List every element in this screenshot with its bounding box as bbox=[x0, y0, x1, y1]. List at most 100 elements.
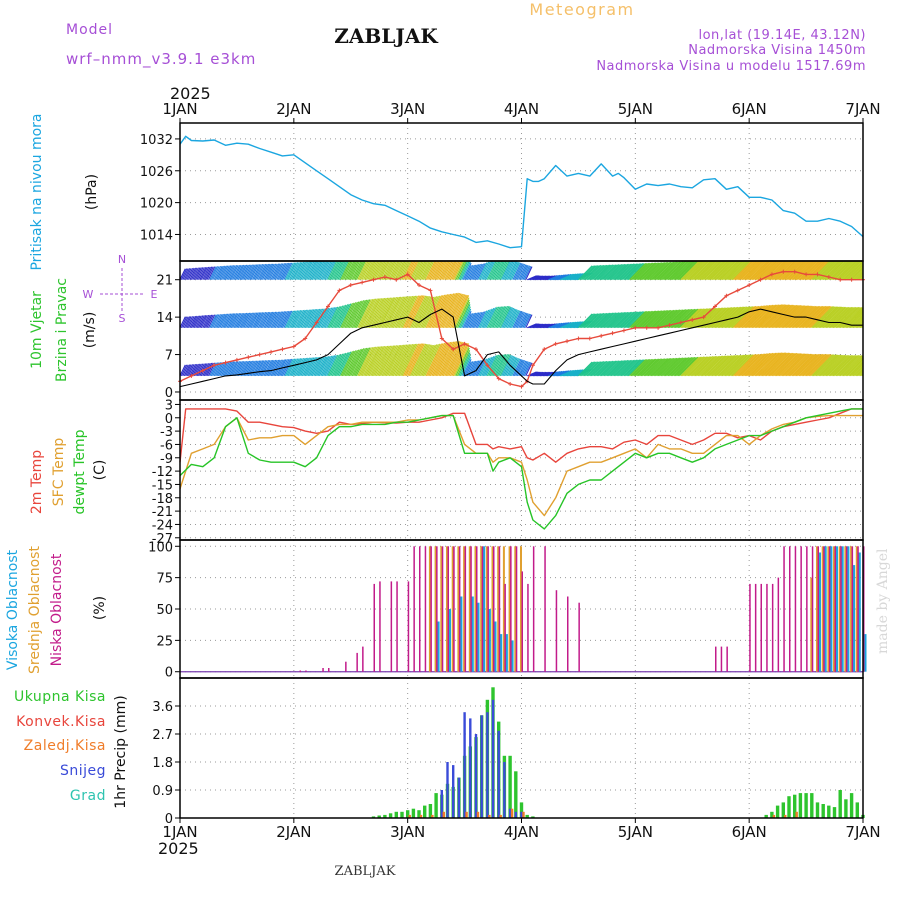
wind-barb bbox=[713, 307, 734, 329]
wind-barb bbox=[239, 312, 248, 329]
wind-barb bbox=[336, 352, 349, 377]
wind-barb bbox=[346, 301, 360, 329]
wind-barb bbox=[679, 261, 699, 281]
total-precip-bar bbox=[781, 802, 785, 818]
wind-barb bbox=[637, 262, 656, 281]
wind-barb bbox=[279, 310, 288, 329]
snow-bar bbox=[503, 762, 506, 818]
wind-barb bbox=[613, 311, 630, 329]
wind-barb bbox=[269, 359, 278, 377]
wind-barb bbox=[449, 261, 460, 280]
wind-barb bbox=[626, 263, 644, 281]
wind-barb bbox=[578, 265, 593, 281]
wind-barb bbox=[501, 306, 512, 329]
wind-barb bbox=[259, 311, 268, 329]
wind-barb bbox=[817, 306, 839, 329]
high-cloud-bar bbox=[835, 546, 838, 672]
wind-barb bbox=[839, 261, 860, 281]
wind-barb bbox=[195, 315, 202, 329]
wind-barb bbox=[721, 261, 742, 281]
wind-barb bbox=[180, 316, 188, 329]
wind-barb bbox=[758, 304, 783, 329]
wind-barb bbox=[266, 263, 275, 280]
wind-barb bbox=[801, 353, 824, 377]
wind-barb bbox=[377, 345, 393, 377]
wind-barb bbox=[346, 349, 360, 377]
wind-barb bbox=[401, 343, 418, 377]
wind-barb bbox=[623, 263, 641, 281]
wind-barb bbox=[481, 309, 491, 329]
wind-barb bbox=[206, 314, 214, 329]
wind-barb bbox=[351, 261, 362, 280]
wind-barb bbox=[208, 266, 216, 280]
wind-barb bbox=[299, 357, 309, 377]
y-tick-label: 50 bbox=[156, 603, 173, 618]
wind-barb bbox=[441, 261, 452, 280]
wind-barb bbox=[679, 356, 699, 377]
low-cloud-bar bbox=[362, 646, 364, 672]
frozen-precip-bar bbox=[419, 814, 423, 818]
wind-barb bbox=[656, 261, 675, 281]
y-tick-label: 0 bbox=[165, 412, 173, 427]
snow-bar bbox=[520, 811, 523, 818]
wind-barb bbox=[301, 309, 312, 329]
wind-barb bbox=[411, 343, 428, 377]
total-precip-bar bbox=[855, 802, 859, 818]
wind-barb bbox=[415, 344, 432, 377]
wind-barb bbox=[637, 358, 656, 377]
wind-barb bbox=[733, 261, 753, 281]
wind-barb bbox=[673, 261, 693, 281]
y-tick-label: -15 bbox=[152, 478, 173, 493]
wind-barb bbox=[662, 261, 681, 281]
total-precip-bar bbox=[838, 790, 842, 818]
wind-barb bbox=[506, 261, 517, 280]
low-cloud-bar bbox=[413, 546, 415, 672]
wind-barb bbox=[220, 265, 229, 280]
wind-barb bbox=[474, 311, 483, 329]
wind-barb bbox=[195, 267, 202, 280]
wind-barb bbox=[320, 261, 331, 280]
total-precip-bar bbox=[770, 811, 774, 818]
wind-barb bbox=[582, 361, 597, 377]
temp-sfc-line bbox=[179, 414, 863, 517]
wind-barb bbox=[435, 341, 453, 377]
wind-barb bbox=[814, 354, 836, 377]
wind-barb bbox=[578, 361, 593, 377]
wind-barb bbox=[182, 364, 189, 377]
wind-barb bbox=[488, 354, 500, 377]
pressure-line bbox=[179, 135, 864, 249]
ylabel-pressure-unit: (hPa) bbox=[84, 174, 100, 210]
wind-barb bbox=[391, 261, 402, 280]
wind-barb bbox=[461, 356, 472, 377]
wind-barb bbox=[646, 262, 664, 281]
wind-barb bbox=[663, 357, 682, 377]
wind-barb bbox=[245, 312, 254, 329]
wind-barb bbox=[831, 306, 853, 329]
wind-barb bbox=[464, 361, 472, 377]
wind-barb bbox=[674, 356, 694, 377]
wind-barb bbox=[484, 356, 495, 377]
low-cloud-bar bbox=[840, 546, 842, 672]
wind-barb bbox=[253, 264, 262, 280]
wind-barb bbox=[431, 294, 449, 329]
wind-barb bbox=[216, 265, 224, 280]
total-precip-bar bbox=[775, 805, 780, 818]
wind-barb bbox=[431, 342, 449, 377]
wind-barb bbox=[521, 313, 529, 329]
mid-cloud-bar bbox=[446, 546, 448, 672]
wind-barb bbox=[407, 295, 424, 329]
wind-barb bbox=[182, 268, 189, 280]
wind-barb bbox=[652, 261, 670, 281]
wind-barb bbox=[707, 355, 729, 377]
wind-barb bbox=[777, 353, 800, 377]
wind-barb bbox=[669, 357, 688, 377]
wind-barb bbox=[310, 356, 321, 377]
wind-barb bbox=[425, 261, 436, 280]
wind-barb bbox=[328, 306, 341, 329]
wind-barb bbox=[636, 310, 654, 329]
wind-barb bbox=[341, 261, 352, 280]
low-cloud-bar bbox=[379, 581, 381, 672]
wind-barb bbox=[438, 293, 456, 329]
wind-barb bbox=[681, 261, 702, 281]
wind-barb bbox=[336, 261, 347, 280]
